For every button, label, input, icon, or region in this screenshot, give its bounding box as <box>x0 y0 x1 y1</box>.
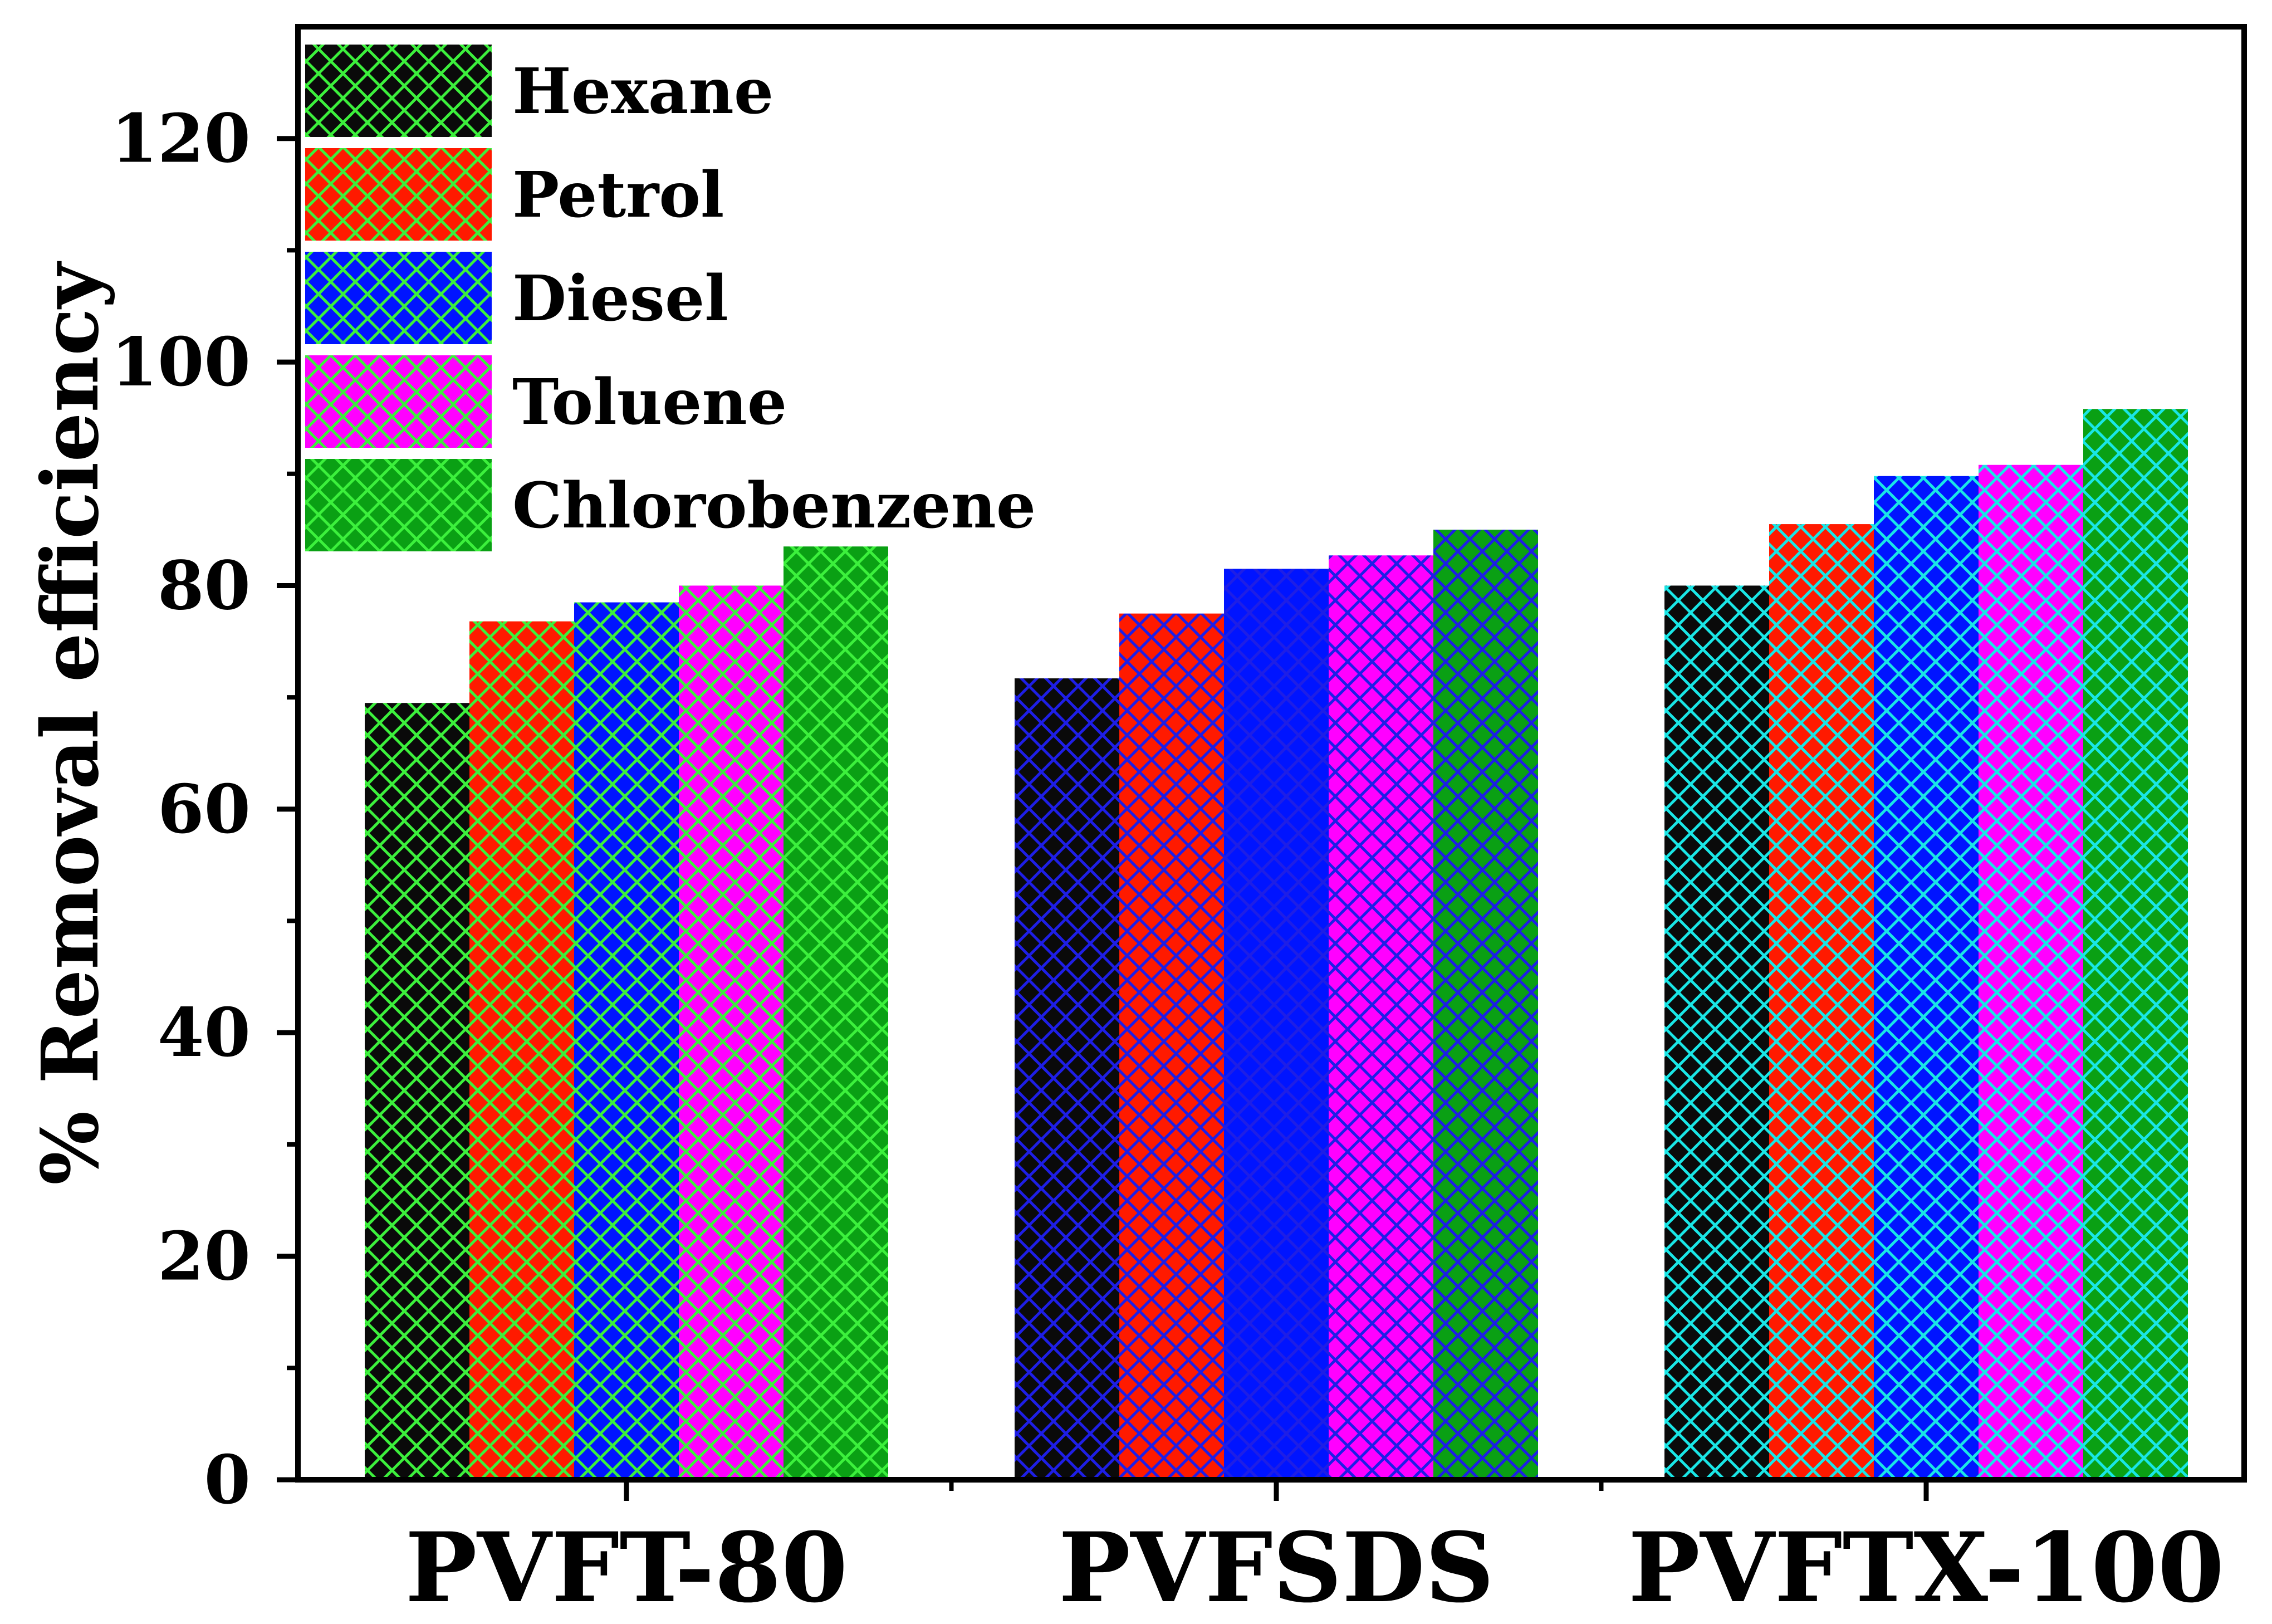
legend-label: Petrol <box>512 159 724 232</box>
legend-swatch-toluene <box>305 355 492 448</box>
bar-petrol-pvft-80 <box>469 621 574 1480</box>
bar-petrol-pvftx-100 <box>1769 524 1874 1480</box>
bar-toluene-pvfsds <box>1329 555 1433 1480</box>
y-tick-label: 20 <box>158 1217 251 1296</box>
x-tick-label: PVFT-80 <box>405 1511 848 1621</box>
legend-label: Chlorobenzene <box>512 469 1036 542</box>
y-tick-label: 80 <box>158 546 251 625</box>
legend: Hexane Petrol Diesel Toluene Chlorobenzene <box>305 45 1036 551</box>
legend-label: Hexane <box>512 55 773 128</box>
bar-hexane-pvft-80 <box>365 703 469 1480</box>
bar-hexane-pvfsds <box>1015 678 1119 1480</box>
legend-label: Toluene <box>512 366 787 439</box>
plot-frame <box>295 24 2247 1483</box>
bar-petrol-pvfsds <box>1119 613 1224 1480</box>
bar-diesel-pvftx-100 <box>1874 476 1979 1480</box>
bar-toluene-pvft-80 <box>679 585 784 1480</box>
legend-swatch-diesel <box>305 252 492 344</box>
bar-chlorobenzene-pvfsds <box>1433 530 1538 1480</box>
bar-diesel-pvft-80 <box>574 602 679 1480</box>
legend-label: Diesel <box>512 262 728 335</box>
legend-swatch-chlorobenzene <box>305 459 492 551</box>
y-axis-label: % Removal efficiency <box>25 261 116 1185</box>
axes-layer: PVFT-80 PVFSDS PVFTX-100 0 20 40 60 80 100 120 <box>111 24 2247 1624</box>
x-tick-label: PVFSDS <box>1059 1511 1494 1621</box>
legend-swatch-petrol <box>305 148 492 241</box>
y-tick-label: 120 <box>111 100 251 178</box>
bars-layer <box>365 409 2188 1480</box>
y-tick-label: 100 <box>111 323 251 402</box>
bar-chlorobenzene-pvft-80 <box>784 546 888 1480</box>
y-tick-label: 0 <box>204 1441 251 1519</box>
bar-diesel-pvfsds <box>1224 569 1329 1480</box>
bar-toluene-pvftx-100 <box>1979 464 2083 1480</box>
legend-swatch-hexane <box>305 45 492 137</box>
x-tick-label: PVFTX-100 <box>1628 1511 2225 1621</box>
y-tick-label: 60 <box>158 770 251 849</box>
bar-chlorobenzene-pvftx-100 <box>2083 409 2188 1480</box>
y-tick-label: 40 <box>158 994 251 1072</box>
bar-hexane-pvftx-100 <box>1664 585 1769 1480</box>
